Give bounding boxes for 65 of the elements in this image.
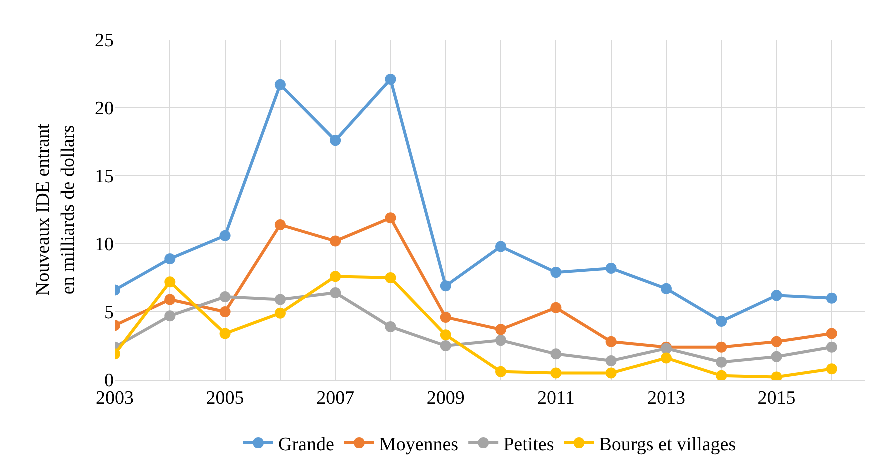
x-tick-label: 2009 bbox=[426, 388, 465, 409]
point bbox=[385, 272, 396, 284]
point bbox=[274, 219, 286, 230]
point bbox=[385, 74, 396, 85]
point bbox=[716, 370, 728, 380]
point bbox=[330, 271, 342, 282]
point bbox=[550, 267, 562, 278]
point bbox=[220, 292, 231, 303]
point bbox=[550, 348, 562, 360]
point bbox=[220, 328, 231, 340]
point bbox=[771, 290, 782, 302]
x-tick-label: 2013 bbox=[647, 388, 686, 409]
point bbox=[606, 355, 617, 366]
point bbox=[385, 212, 396, 224]
legend-label: Moyennes bbox=[379, 434, 459, 456]
point bbox=[164, 310, 176, 322]
point bbox=[496, 324, 507, 336]
point bbox=[330, 236, 342, 247]
point bbox=[274, 294, 286, 306]
point bbox=[330, 135, 342, 146]
point bbox=[771, 336, 782, 348]
point bbox=[826, 364, 838, 375]
y-tick-label: 15 bbox=[95, 166, 114, 188]
point bbox=[826, 328, 838, 340]
y-axis-title: Nouveaux IDE entrant en milliards de dollars bbox=[33, 123, 79, 296]
legend-label: Petites bbox=[504, 434, 554, 456]
y-tick-label: 20 bbox=[95, 98, 114, 120]
x-tick-label: 2005 bbox=[206, 388, 244, 409]
x-tick-label: 2011 bbox=[538, 388, 575, 409]
point bbox=[220, 306, 231, 318]
point bbox=[826, 292, 838, 304]
point bbox=[660, 352, 672, 364]
point bbox=[716, 316, 728, 328]
point bbox=[274, 79, 286, 90]
point bbox=[164, 253, 176, 264]
point bbox=[826, 342, 838, 353]
x-tick-label: 2015 bbox=[758, 388, 796, 409]
point bbox=[164, 276, 176, 288]
point bbox=[550, 368, 562, 379]
legend-label: Grande bbox=[278, 434, 334, 456]
point bbox=[440, 280, 452, 292]
point bbox=[606, 262, 617, 274]
point bbox=[440, 312, 452, 323]
y-tick-label: 10 bbox=[95, 234, 114, 256]
point bbox=[716, 342, 728, 353]
point bbox=[274, 308, 286, 319]
point bbox=[330, 287, 342, 298]
point bbox=[440, 340, 452, 352]
point bbox=[220, 230, 231, 242]
point bbox=[385, 321, 396, 332]
legend-label: Bourgs et villages bbox=[599, 434, 736, 456]
point bbox=[496, 241, 507, 252]
point bbox=[164, 294, 176, 306]
point bbox=[771, 351, 782, 362]
y-tick-label: 5 bbox=[104, 302, 114, 324]
y-tick-label: 25 bbox=[95, 30, 114, 52]
point bbox=[660, 283, 672, 294]
point bbox=[606, 368, 617, 379]
point bbox=[440, 330, 452, 341]
point bbox=[606, 336, 617, 348]
point bbox=[496, 335, 507, 346]
point bbox=[716, 356, 728, 368]
point bbox=[550, 302, 562, 314]
x-tick-label: 2007 bbox=[316, 388, 355, 409]
point bbox=[496, 366, 507, 378]
